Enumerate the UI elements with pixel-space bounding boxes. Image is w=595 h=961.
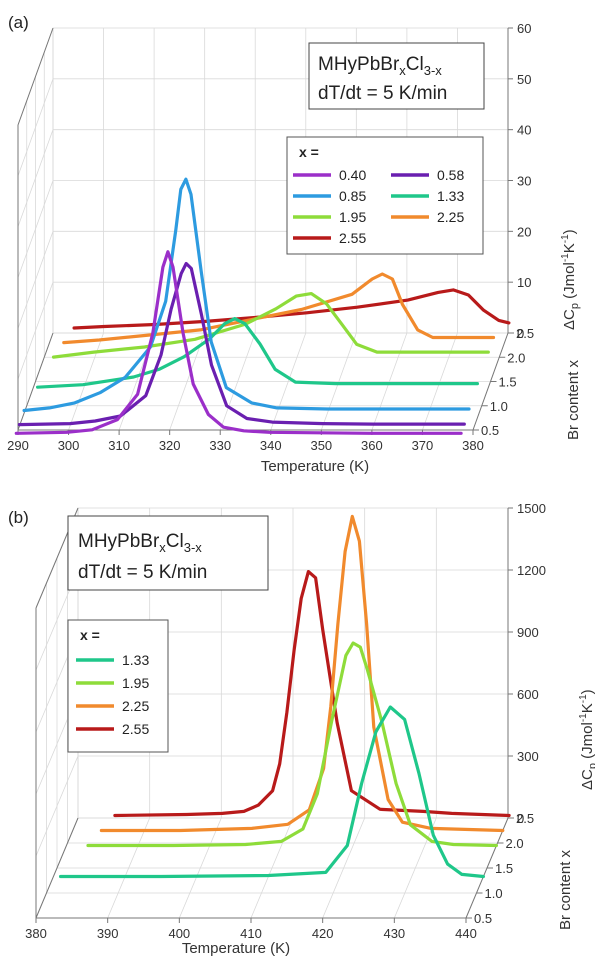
z-tick-label: 2.5 [516,811,534,826]
y-tick-label: 60 [517,21,531,36]
z-tick-label: 2.5 [516,326,534,341]
x-tick-label: 430 [383,926,405,941]
side-gridline [17,180,54,278]
info-rate-a: dT/dt = 5 K/min [318,83,447,104]
curves-b [58,514,511,879]
series-line-0-85 [22,177,471,413]
x-tick-label: 330 [209,438,231,453]
y-tick-label: 300 [517,749,539,764]
z-axis-label-b: Br content x [557,849,574,930]
panel-b: 380 390 400 410 420 430 440 0 300 600 900 1200 1500 0… [8,501,595,957]
y-tick-label: 30 [517,174,531,189]
legend-items-b: 1.33 1.95 2.25 2.55 [76,652,149,737]
x-tick-label: 340 [260,438,282,453]
series-line-0-58 [17,261,466,427]
z-tick-label: 2.0 [507,350,525,365]
x-tick-label: 390 [97,926,119,941]
y-tick-label: 10 [517,275,531,290]
x-tick-label: 400 [168,926,190,941]
frame-line [35,817,79,919]
legend-label: 1.95 [339,209,366,225]
x-tick-label: 350 [310,438,332,453]
legend-label: 0.40 [339,167,366,183]
x-axis-label-a: Temperature (K) [261,458,369,475]
z-tick-label: 1.5 [495,861,513,876]
side-gridline [17,282,54,380]
x-tick-label: 380 [462,438,484,453]
info-box-b [67,515,269,591]
z-tick-label: 0.5 [481,423,499,438]
curves-a [14,177,511,435]
info-box-a [308,42,485,110]
series-line-1-33 [58,705,485,879]
x-tick-label: 300 [58,438,80,453]
x-tick-label: 420 [312,926,334,941]
legend-label: 0.85 [339,188,366,204]
frame-line [17,332,54,431]
frame-line [17,27,54,126]
x-tick-label: 310 [108,438,130,453]
side-gridline [17,231,54,329]
legend-label: 2.55 [339,230,366,246]
legend-label: 0.58 [437,167,464,183]
y-tick-label: 1200 [517,563,546,578]
side-gridline [17,78,54,176]
info-title-b: MHyPbBrxCl3-x [78,531,202,555]
legend-title-b: x = [80,627,100,643]
z-tick-label: 2.0 [506,836,524,851]
y-tick-label: 900 [517,625,539,640]
z-tick-label: 1.5 [499,375,517,390]
y-axis-label-a: ΔCp (Jmol-1K-1) [560,229,581,330]
legend-items-a: 0.40 0.58 0.85 1.33 1.95 2.25 2.55 [293,167,464,246]
x-tick-label: 410 [240,926,262,941]
series-line-2-55 [72,288,511,330]
series-line-1-95 [86,641,498,848]
y-tick-label: 40 [517,123,531,138]
series-line-2-25 [99,514,505,833]
series-line-0-40 [14,250,463,435]
side-gridline [17,129,54,227]
info-title-a: MHyPbBrxCl3-x [318,54,442,78]
series-line-2-55 [113,569,511,818]
panel-label-a: (a) [8,13,29,32]
legend-label: 2.25 [122,698,149,714]
z-tick-label: 0.5 [474,911,492,926]
x-tick-label: 370 [412,438,434,453]
x-axis-label-b: Temperature (K) [182,940,290,957]
x-tick-label: 440 [455,926,477,941]
y-tick-label: 0 [517,811,524,826]
y-tick-label: 1500 [517,501,546,516]
y-tick-label: 20 [517,224,531,239]
z-tick-label: 1.0 [490,399,508,414]
ticks-a: 290 300 310 320 330 340 350 360 370 380 0 10 20 30 40 5… [7,21,534,453]
x-tick-label: 360 [361,438,383,453]
z-tick-label: 1.0 [485,886,503,901]
legend-label: 1.95 [122,675,149,691]
panel-a: 290 300 310 320 330 340 350 360 370 380 0 10 20 30 40 5… [7,13,582,475]
legend-label: 1.33 [437,188,464,204]
info-rate-b: dT/dt = 5 K/min [78,562,207,583]
legend-label: 2.55 [122,721,149,737]
series-line-1-33 [35,317,479,389]
legend-label: 1.33 [122,652,149,668]
x-tick-label: 290 [7,438,29,453]
y-tick-label: 0 [517,326,524,341]
legend-label: 2.25 [437,209,464,225]
x-tick-label: 380 [25,926,47,941]
legend-title-a: x = [299,144,319,160]
y-tick-label: 50 [517,72,531,87]
side-gridline [35,755,79,857]
y-tick-label: 600 [517,687,539,702]
z-axis-label-a: Br content x [565,359,582,440]
panel-label-b: (b) [8,508,29,527]
y-axis-label-b: ΔCp (Jmol-1K-1) [578,689,595,790]
ticks-b: 380 390 400 410 420 430 440 0 300 600 900 1200 1500 0… [25,501,546,941]
x-tick-label: 320 [159,438,181,453]
series-line-1-95 [51,292,490,359]
